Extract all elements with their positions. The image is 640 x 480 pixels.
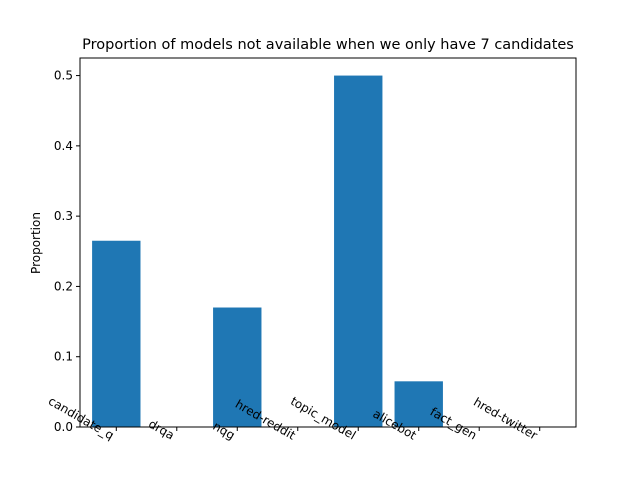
bar-topic_model [334,75,383,428]
bar-candidate_q [92,240,141,427]
y-tick-label-2: 0.2 [54,279,73,293]
y-tick-label-4: 0.4 [54,139,73,153]
chart-title: Proportion of models not available when … [82,37,574,53]
y-tick-label-1: 0.1 [54,350,73,364]
y-tick-label-5: 0.5 [54,69,73,83]
y-tick-label-3: 0.3 [54,209,73,223]
axes-frame [79,57,577,428]
x-tick-label-drqa: drqa [146,417,177,443]
y-tick-label-0: 0.0 [54,420,73,434]
bar-nqg [213,307,262,427]
y-axis-label: Proportion [29,212,43,274]
x-tick-label-hred-twitter: hred-twitter [471,395,540,443]
bar-alicebot [394,381,443,427]
